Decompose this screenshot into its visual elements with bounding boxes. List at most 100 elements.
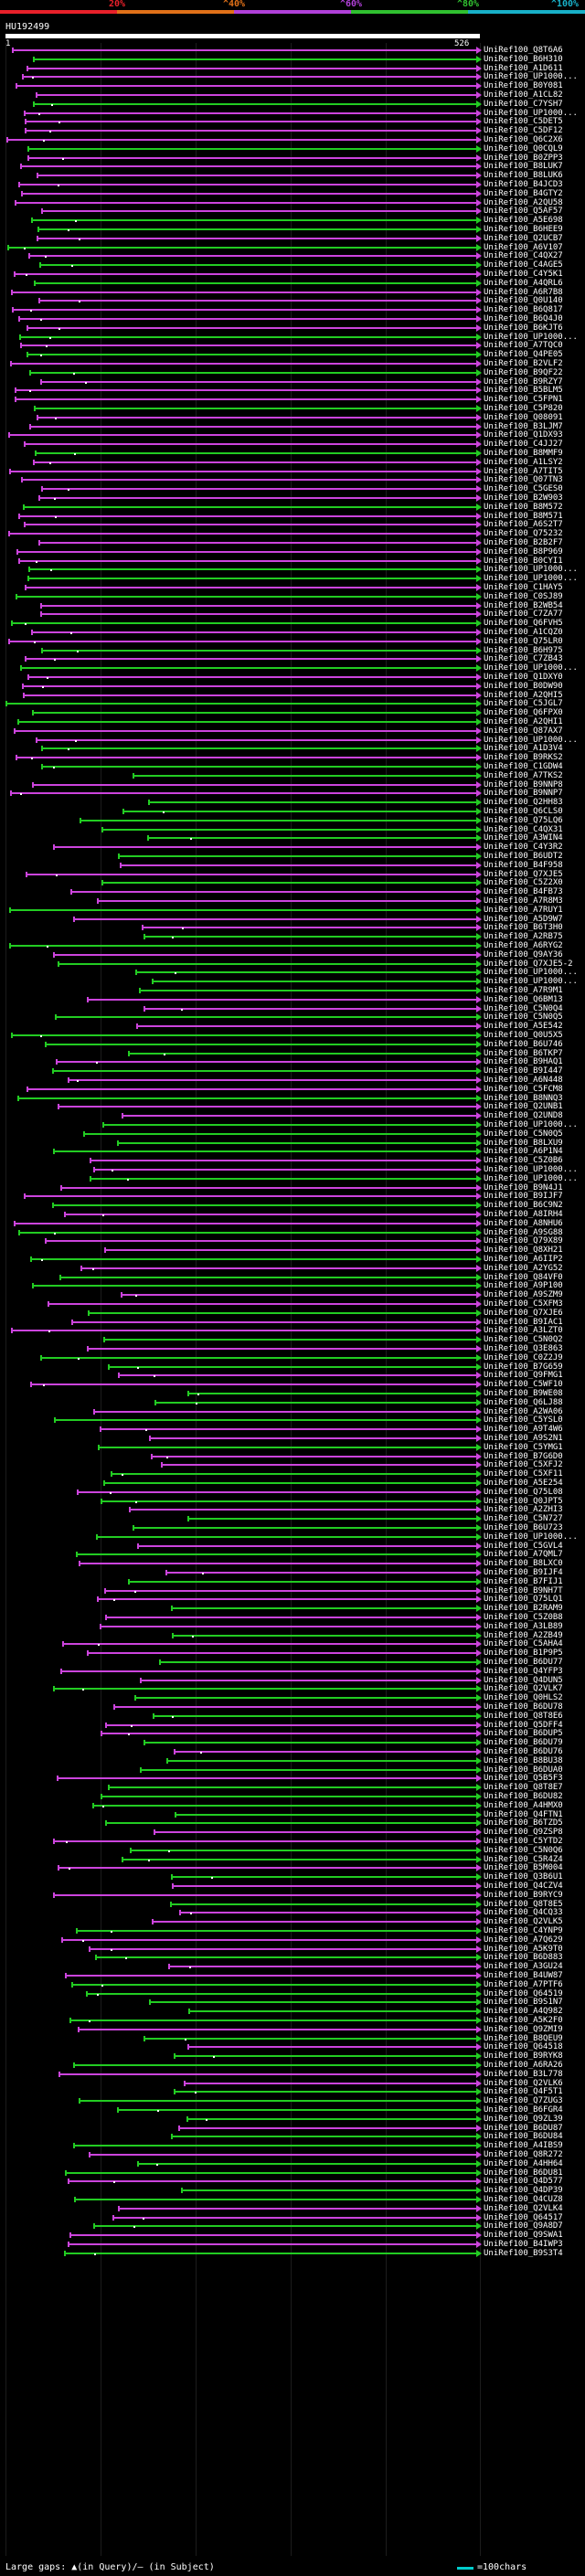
hit-label[interactable]: UniRef100_B6UDT2 (484, 852, 563, 861)
hit-label[interactable]: UniRef100_B9N4J1 (484, 1182, 563, 1193)
alignment-row[interactable]: UniRef100_C5N0Q6 (0, 1846, 585, 1855)
alignment-row[interactable]: UniRef100_B6DU87 (0, 2124, 585, 2133)
alignment-row[interactable]: UniRef100_Q9FMG1 (0, 1371, 585, 1380)
alignment-row[interactable]: UniRef100_UP1000... (0, 333, 585, 342)
alignment-row[interactable]: UniRef100_B8LUK7 (0, 162, 585, 171)
hit-label[interactable]: UniRef100_B7G6D0 (484, 1451, 563, 1461)
hit-label[interactable]: UniRef100_Q8T8E6 (484, 1711, 563, 1721)
alignment-row[interactable]: UniRef100_B0Y081 (0, 81, 585, 90)
hit-label[interactable]: UniRef100_Q75L08 (484, 1487, 563, 1497)
alignment-row[interactable]: UniRef100_B9NH7T (0, 1586, 585, 1595)
hit-label[interactable]: UniRef100_A7TKS2 (484, 770, 563, 780)
alignment-row[interactable]: UniRef100_B9S1N7 (0, 1998, 585, 2007)
hit-label[interactable]: UniRef100_Q7ZUG3 (484, 2096, 563, 2106)
alignment-row[interactable]: UniRef100_B0DW90 (0, 682, 585, 691)
hit-label[interactable]: UniRef100_Q0HLS2 (484, 1693, 563, 1703)
alignment-row[interactable]: UniRef100_C0SJ89 (0, 592, 585, 601)
hit-label[interactable]: UniRef100_Q1DXY0 (484, 673, 563, 682)
hit-label[interactable]: UniRef100_Q8T8E5 (484, 1899, 563, 1909)
hit-label[interactable]: UniRef100_B6D883 (484, 1953, 563, 1963)
alignment-row[interactable]: UniRef100_B9WE08 (0, 1389, 585, 1398)
hit-label[interactable]: UniRef100_B0ZPP3 (484, 153, 563, 163)
alignment-row[interactable]: UniRef100_Q8T8E5 (0, 1900, 585, 1909)
alignment-row[interactable]: UniRef100_C5AHA4 (0, 1639, 585, 1648)
hit-label[interactable]: UniRef100_B1P9P5 (484, 1648, 563, 1659)
alignment-row[interactable]: UniRef100_B9S3T4 (0, 2249, 585, 2258)
hit-label[interactable]: UniRef100_B2VLF2 (484, 359, 563, 368)
hit-label[interactable]: UniRef100_A3WIN4 (484, 833, 563, 843)
hit-label[interactable]: UniRef100_UP1000... (484, 574, 578, 584)
hit-label[interactable]: UniRef100_A1CL82 (484, 90, 563, 100)
hit-label[interactable]: UniRef100_B2WB54 (484, 600, 563, 610)
alignment-row[interactable]: UniRef100_Q9SWA1 (0, 2231, 585, 2240)
hit-label[interactable]: UniRef100_Q9FMG1 (484, 1371, 563, 1381)
alignment-row[interactable]: UniRef100_C5YSL0 (0, 1415, 585, 1425)
hit-label[interactable]: UniRef100_B6DU82 (484, 1792, 563, 1801)
alignment-row[interactable]: UniRef100_A9T4W6 (0, 1425, 585, 1434)
hit-label[interactable]: UniRef100_A6N448 (484, 1076, 563, 1085)
alignment-row[interactable]: UniRef100_C4YNP9 (0, 1926, 585, 1935)
hit-label[interactable]: UniRef100_Q75LQ1 (484, 1595, 563, 1605)
alignment-row[interactable]: UniRef100_B9N4J1 (0, 1183, 585, 1193)
hit-label[interactable]: UniRef100_B7FIJ1 (484, 1576, 563, 1586)
hit-label[interactable]: UniRef100_A9S2N1 (484, 1434, 563, 1443)
alignment-row[interactable]: UniRef100_B9HAQ1 (0, 1057, 585, 1066)
alignment-row[interactable]: UniRef100_B6TZD5 (0, 1818, 585, 1828)
hit-label[interactable]: UniRef100_A3GU24 (484, 1962, 563, 1972)
alignment-row[interactable]: UniRef100_B9NNP8 (0, 780, 585, 790)
hit-label[interactable]: UniRef100_C5XFM3 (484, 1299, 563, 1309)
hit-label[interactable]: UniRef100_Q07TN3 (484, 475, 563, 485)
alignment-row[interactable]: UniRef100_A5D9W7 (0, 915, 585, 924)
hit-label[interactable]: UniRef100_Q4YFP3 (484, 1666, 563, 1676)
hit-label[interactable]: UniRef100_A7TQC0 (484, 341, 563, 351)
alignment-row[interactable]: UniRef100_B4IWP3 (0, 2240, 585, 2249)
hit-label[interactable]: UniRef100_B9RYC9 (484, 1890, 563, 1900)
alignment-row[interactable]: UniRef100_C5FCM8 (0, 1085, 585, 1094)
alignment-row[interactable]: UniRef100_B6HEE9 (0, 225, 585, 234)
alignment-row[interactable]: UniRef100_A4HMX0 (0, 1801, 585, 1810)
hit-label[interactable]: UniRef100_B9NH7T (484, 1585, 563, 1595)
hit-label[interactable]: UniRef100_A2QHI5 (484, 690, 563, 700)
alignment-row[interactable]: UniRef100_B9IJF4 (0, 1568, 585, 1577)
alignment-row[interactable]: UniRef100_B8LXU9 (0, 1139, 585, 1148)
alignment-row[interactable]: UniRef100_Q7ZUG3 (0, 2096, 585, 2105)
hit-label[interactable]: UniRef100_Q64518 (484, 2042, 563, 2052)
hit-label[interactable]: UniRef100_Q4CUZ8 (484, 2195, 563, 2204)
alignment-row[interactable]: UniRef100_A1LSY2 (0, 458, 585, 467)
hit-label[interactable]: UniRef100_B9NNP7 (484, 789, 563, 799)
hit-label[interactable]: UniRef100_C7YSH7 (484, 99, 563, 109)
alignment-row[interactable]: UniRef100_UP1000... (0, 109, 585, 118)
hit-label[interactable]: UniRef100_B4IWP3 (484, 2240, 563, 2249)
alignment-row[interactable]: UniRef100_Q8T8E6 (0, 1712, 585, 1721)
hit-label[interactable]: UniRef100_C5GVL4 (484, 1541, 563, 1551)
hit-label[interactable]: UniRef100_B9IJF4 (484, 1568, 563, 1577)
hit-label[interactable]: UniRef100_A7R9M1 (484, 986, 563, 995)
alignment-row[interactable]: UniRef100_C5R4Z4 (0, 1855, 585, 1864)
alignment-row[interactable]: UniRef100_Q79X89 (0, 1236, 585, 1246)
hit-label[interactable]: UniRef100_Q2UCB7 (484, 233, 563, 243)
alignment-row[interactable]: UniRef100_B4F958 (0, 861, 585, 870)
alignment-row[interactable]: UniRef100_A6V107 (0, 243, 585, 252)
alignment-row[interactable]: UniRef100_Q2UND8 (0, 1111, 585, 1120)
hit-label[interactable]: UniRef100_B3L778 (484, 2069, 563, 2079)
alignment-row[interactable]: UniRef100_C5XFJ2 (0, 1460, 585, 1469)
alignment-row[interactable]: UniRef100_Q3E863 (0, 1344, 585, 1353)
alignment-row[interactable]: UniRef100_B8LUK6 (0, 171, 585, 180)
hit-label[interactable]: UniRef100_UP1000... (484, 72, 578, 82)
hit-label[interactable]: UniRef100_A3LB89 (484, 1621, 563, 1631)
alignment-row[interactable]: UniRef100_B6DU76 (0, 1747, 585, 1756)
alignment-row[interactable]: UniRef100_Q4DUN5 (0, 1676, 585, 1685)
hit-label[interactable]: UniRef100_B4JCD3 (484, 180, 563, 189)
alignment-row[interactable]: UniRef100_A5K9T0 (0, 1945, 585, 1954)
alignment-row[interactable]: UniRef100_C5N727 (0, 1514, 585, 1523)
hit-label[interactable]: UniRef100_A5E254 (484, 1479, 563, 1488)
hit-label[interactable]: UniRef100_Q4DUN5 (484, 1675, 563, 1685)
hit-label[interactable]: UniRef100_A5E542 (484, 1022, 563, 1032)
alignment-row[interactable]: UniRef100_B8MMF9 (0, 449, 585, 458)
hit-label[interactable]: UniRef100_C5XFJ2 (484, 1460, 563, 1470)
alignment-row[interactable]: UniRef100_C4QX31 (0, 825, 585, 834)
hit-label[interactable]: UniRef100_Q4FTN1 (484, 1809, 563, 1819)
hit-label[interactable]: UniRef100_B2RAM9 (484, 1604, 563, 1614)
alignment-row[interactable]: UniRef100_Q0U140 (0, 296, 585, 305)
alignment-row[interactable]: UniRef100_C7ZB43 (0, 654, 585, 663)
